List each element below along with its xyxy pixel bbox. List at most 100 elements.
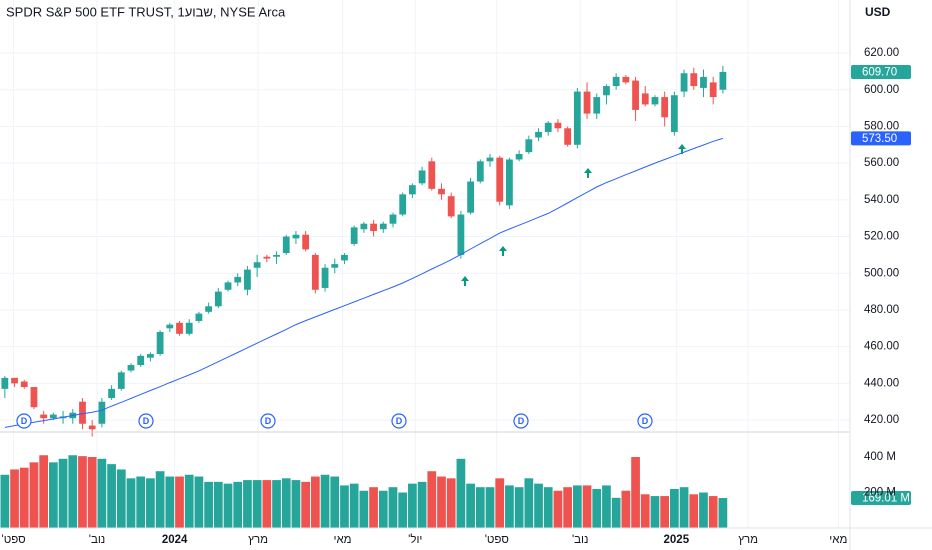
price-tag xyxy=(851,131,911,146)
x-tick-label: ספט' xyxy=(485,534,509,546)
candle-body xyxy=(418,170,426,184)
dividend-marker xyxy=(513,413,529,429)
volume-bar xyxy=(281,478,291,528)
volume-bar xyxy=(87,457,97,528)
candle-body xyxy=(341,254,348,261)
volume-bar xyxy=(514,487,524,528)
volume-bar xyxy=(97,458,107,528)
volume-bar xyxy=(136,476,146,528)
volume-bar xyxy=(466,483,475,528)
volume-bar xyxy=(165,476,175,528)
candle-body xyxy=(117,372,125,389)
dividend-label: D xyxy=(265,416,272,426)
volume-bar xyxy=(340,485,349,528)
candle-body xyxy=(612,76,620,87)
chart-title: SPDR S&P 500 ETF TRUST, 1שבוע, NYSE Arca xyxy=(6,4,286,19)
y-tick-label: 580.00 xyxy=(864,120,899,132)
volume-bar xyxy=(524,478,534,528)
volume-bar xyxy=(233,481,243,528)
y-tick-label: 600.00 xyxy=(864,84,899,96)
candle-body xyxy=(370,223,377,232)
candle-body xyxy=(108,388,115,399)
volume-bar xyxy=(553,490,563,528)
candle-body xyxy=(719,71,727,90)
volume-bar xyxy=(446,478,456,528)
y-tick-label: 480.00 xyxy=(864,304,899,316)
volume-bar xyxy=(670,488,679,528)
candle-body xyxy=(651,97,659,105)
candle-body xyxy=(535,131,542,138)
x-tick-label: נוב' xyxy=(572,534,589,546)
dividend-label: D xyxy=(518,416,525,426)
candle-body xyxy=(350,227,358,244)
candle-body xyxy=(234,276,242,283)
price-pane xyxy=(1,65,727,437)
candle-body xyxy=(573,91,581,145)
price-tag-label: 169.01 M xyxy=(862,493,910,505)
dividend-marker xyxy=(138,413,154,429)
dividend-marker xyxy=(16,413,32,429)
candle-body xyxy=(408,185,416,195)
candle-body xyxy=(476,161,484,182)
candle-body xyxy=(205,306,213,312)
candle-body xyxy=(282,236,290,254)
candle-body xyxy=(214,291,222,307)
volume-pane xyxy=(0,455,728,528)
candle-body xyxy=(244,269,251,290)
volume-bar xyxy=(679,487,689,528)
volume-bar xyxy=(640,494,650,528)
volume-bar xyxy=(223,483,233,528)
candle-body xyxy=(506,159,513,206)
y-tick-label: 620.00 xyxy=(864,47,899,59)
volume-bar xyxy=(0,474,10,528)
volume-bar xyxy=(621,490,631,528)
x-tick-label: מרץ xyxy=(738,534,758,546)
candle-body xyxy=(428,161,436,189)
volume-bar xyxy=(456,458,466,528)
dividend-label: D xyxy=(642,416,649,426)
volume-bar xyxy=(213,481,223,528)
arrow xyxy=(584,168,592,178)
volume-bar xyxy=(543,487,553,528)
candle-body xyxy=(253,262,261,268)
volume-bar xyxy=(19,467,29,528)
candle-body xyxy=(583,91,591,114)
candle-body xyxy=(467,181,475,213)
candle-body xyxy=(30,387,38,408)
volume-bar xyxy=(485,487,495,528)
volume-bar xyxy=(301,481,311,528)
volume-bar xyxy=(660,496,670,528)
dividend-label: D xyxy=(143,416,150,426)
volume-bar xyxy=(369,487,378,528)
volume-bar xyxy=(708,496,718,528)
candle-body xyxy=(632,80,639,110)
candle-body xyxy=(554,122,562,129)
volume-bar xyxy=(475,487,485,528)
arrow xyxy=(678,144,686,154)
candle-body xyxy=(311,254,319,290)
volume-tick-label: 200 M xyxy=(864,487,896,499)
candle-body xyxy=(515,153,523,160)
volume-bar xyxy=(582,485,592,528)
candle-body xyxy=(641,93,649,105)
candle-body xyxy=(185,322,193,334)
candle-body xyxy=(603,86,610,96)
candle-body xyxy=(486,157,494,162)
volume-bar xyxy=(262,480,272,528)
candle-body xyxy=(593,97,601,114)
volume-bar xyxy=(408,483,417,528)
volume-bar xyxy=(126,478,136,528)
volume-bar xyxy=(175,476,184,528)
candle-body xyxy=(680,73,688,92)
moving-average xyxy=(4,137,724,428)
x-tick-label: מאי xyxy=(829,534,847,546)
candle-body xyxy=(195,313,203,321)
candle-body xyxy=(40,414,48,419)
volume-bar xyxy=(359,490,369,528)
volume-bar xyxy=(437,476,446,528)
candle-body xyxy=(88,425,96,430)
candle-body xyxy=(127,365,135,371)
y-tick-label: 560.00 xyxy=(864,157,899,169)
